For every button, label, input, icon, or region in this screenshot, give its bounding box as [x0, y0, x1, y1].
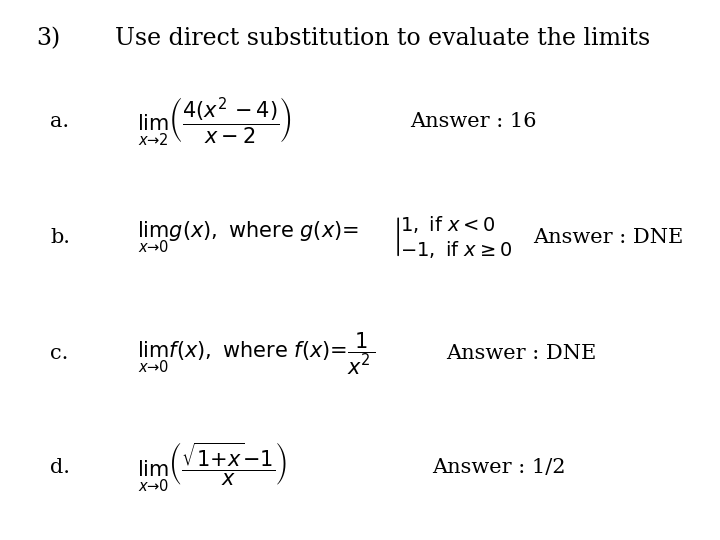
Text: Answer : 16: Answer : 16 [410, 112, 537, 131]
Text: Answer : DNE: Answer : DNE [446, 344, 597, 363]
Text: c.: c. [50, 344, 69, 363]
Text: a.: a. [50, 112, 70, 131]
Text: Use direct substitution to evaluate the limits: Use direct substitution to evaluate the … [115, 27, 650, 50]
Text: $1,\ \mathrm{if}\ x < 0$: $1,\ \mathrm{if}\ x < 0$ [400, 214, 495, 234]
Text: Answer : 1/2: Answer : 1/2 [432, 457, 565, 477]
Text: Answer : DNE: Answer : DNE [533, 228, 683, 247]
Text: d.: d. [50, 457, 71, 477]
Text: $\lim_{x \to 0} g(x),\ \mathrm{where}\ g(x) =$: $\lim_{x \to 0} g(x),\ \mathrm{where}\ g… [137, 220, 359, 255]
Text: $\lim_{x \to 0} f(x),\ \mathrm{where}\ f(x) = \dfrac{1}{x^2}$: $\lim_{x \to 0} f(x),\ \mathrm{where}\ f… [137, 330, 376, 377]
Text: $\lim_{x \to 2}\left(\dfrac{4(x^2-4)}{x-2}\right)$: $\lim_{x \to 2}\left(\dfrac{4(x^2-4)}{x-… [137, 96, 292, 147]
Text: $-1,\ \mathrm{if}\ x \geq 0$: $-1,\ \mathrm{if}\ x \geq 0$ [400, 239, 512, 260]
Text: $\lim_{x \to 0}\left(\dfrac{\sqrt{1+x}-1}{x}\right)$: $\lim_{x \to 0}\left(\dfrac{\sqrt{1+x}-1… [137, 441, 287, 494]
Text: 3): 3) [36, 27, 60, 50]
Text: b.: b. [50, 228, 71, 247]
